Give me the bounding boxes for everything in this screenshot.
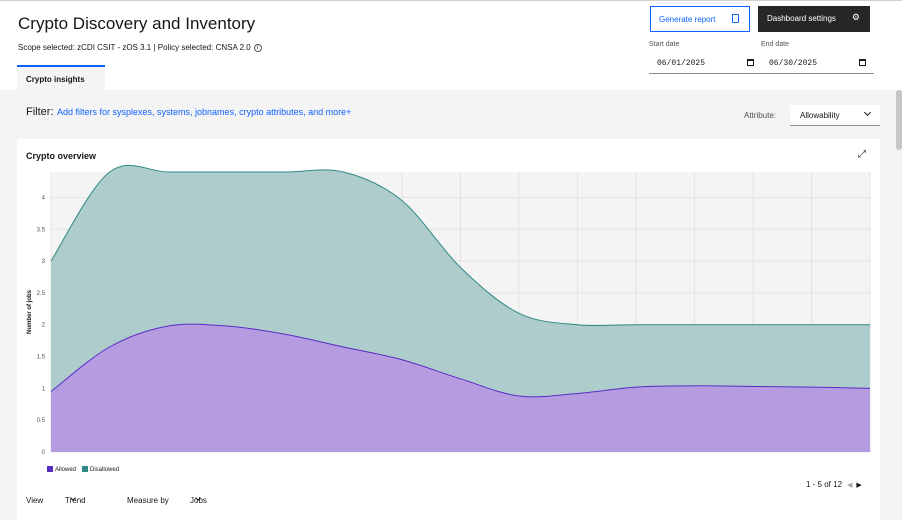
dashboard-settings-label: Dashboard settings (767, 14, 836, 23)
next-page-icon[interactable]: ▶ (856, 482, 862, 489)
calendar-icon[interactable] (747, 59, 754, 66)
view-value: Trend (65, 496, 86, 505)
start-date-label: Start date (649, 41, 680, 48)
attribute-value: Allowability (800, 111, 840, 120)
legend-label: Disallowed (90, 467, 120, 473)
filter-bar: Filter: Add filters for sysplexes, syste… (0, 100, 902, 128)
y-axis-label: Number of jobs (27, 289, 33, 334)
gear-icon: ⚙ (851, 12, 860, 22)
page-header: Crypto Discovery and Inventory Scope sel… (0, 0, 902, 91)
generate-report-button[interactable]: Generate report (650, 6, 750, 32)
allowed-line (50, 323, 871, 398)
y-tick-label: 3 (42, 259, 46, 265)
disallowed-line (50, 164, 870, 327)
crypto-overview-chart: 0 0.5 1 1.5 2 2.5 3 3.5 4 Number of jobs (27, 164, 871, 456)
attribute-label: Attribute: (744, 111, 777, 120)
legend-item-disallowed[interactable]: Disallowed (82, 466, 119, 473)
y-tick-label: 2 (42, 323, 46, 329)
attribute-dropdown[interactable]: Allowability (790, 105, 880, 126)
card-title: Crypto overview (26, 151, 97, 161)
maximize-icon[interactable]: ⤢ (858, 149, 866, 160)
y-tick-label: 1.5 (37, 355, 46, 361)
view-label: View (26, 496, 44, 505)
legend-label: Allowed (55, 467, 77, 473)
y-tick-label: 1 (42, 386, 46, 392)
chart-legend: Allowed Disallowed (47, 466, 119, 473)
pagination: 1 - 5 of 12 ◀ ▶ (806, 480, 862, 489)
dashboard-settings-button[interactable]: Dashboard settings ⚙ (758, 6, 870, 32)
clipboard-icon (732, 14, 739, 23)
pagination-text: 1 - 5 of 12 (806, 480, 843, 489)
end-date-value: 06/30/2025 (769, 59, 818, 68)
y-tick-label: 0 (42, 450, 46, 456)
previous-page-icon[interactable]: ◀ (847, 482, 853, 489)
scope-text: Scope selected: zCDI CSIT - zOS 3.1 | Po… (18, 43, 262, 52)
filter-label: Filter: (26, 106, 54, 118)
start-date-value: 06/01/2025 (657, 59, 706, 68)
crypto-overview-card: Crypto overview ⤢ 0 0.5 1 1.5 2 2.5 3 3.5 4 Numbe… (17, 139, 880, 520)
chevron-down-icon (863, 108, 872, 117)
end-date-input[interactable]: 06/30/2025 (761, 54, 874, 74)
tab-crypto-insights[interactable]: Crypto insights (17, 65, 105, 91)
start-date-input[interactable]: 06/01/2025 (649, 54, 762, 74)
scope-label: Scope selected: zCDI CSIT - zOS 3.1 | Po… (18, 43, 251, 52)
end-date-label: End date (761, 41, 790, 48)
add-filters-link[interactable]: Add filters for sysplexes, systems, jobn… (57, 107, 352, 117)
y-tick-label: 4 (42, 195, 46, 201)
y-tick-label: 3.5 (37, 227, 46, 233)
page-title: Crypto Discovery and Inventory (18, 14, 256, 33)
y-tick-label: 0.5 (37, 418, 46, 424)
measure-value: Jobs (190, 496, 207, 505)
legend-item-allowed[interactable]: Allowed (47, 466, 76, 473)
y-tick-label: 2.5 (37, 291, 46, 297)
page-scrollbar[interactable] (896, 90, 902, 150)
info-icon[interactable]: i (253, 44, 262, 52)
calendar-icon[interactable] (859, 59, 866, 66)
generate-report-label: Generate report (659, 15, 716, 24)
measure-label: Measure by (127, 496, 169, 505)
allowed-area (51, 324, 870, 452)
